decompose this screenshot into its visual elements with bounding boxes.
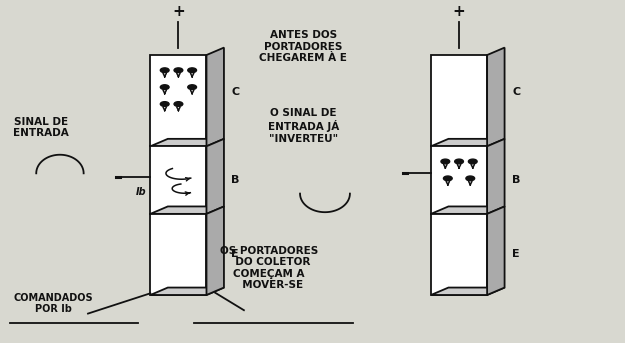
Polygon shape [487,48,504,146]
Text: B: B [231,175,240,185]
Text: C: C [512,87,520,97]
Text: C: C [231,87,239,97]
Polygon shape [151,55,206,146]
Polygon shape [487,139,504,214]
Circle shape [444,176,452,181]
Circle shape [454,159,463,164]
Text: +: + [172,4,185,19]
Text: Ib: Ib [136,187,146,197]
Circle shape [161,85,169,90]
Circle shape [441,159,450,164]
Text: E: E [231,249,239,259]
Polygon shape [206,139,224,214]
Circle shape [188,68,196,73]
Text: E: E [512,249,519,259]
Polygon shape [206,206,224,295]
Circle shape [174,68,182,73]
Text: ANTES DOS
PORTADORES
CHEGAREM À E: ANTES DOS PORTADORES CHEGAREM À E [259,30,347,63]
Text: O SINAL DE
ENTRADA JÁ
"INVERTEU": O SINAL DE ENTRADA JÁ "INVERTEU" [268,108,339,144]
Polygon shape [151,139,224,146]
Polygon shape [431,146,487,214]
Polygon shape [431,214,487,295]
Circle shape [161,102,169,106]
Circle shape [468,159,477,164]
Polygon shape [431,55,487,146]
Text: SINAL DE
ENTRADA: SINAL DE ENTRADA [13,117,69,139]
Polygon shape [431,287,504,295]
Polygon shape [151,287,224,295]
Polygon shape [431,139,504,146]
Polygon shape [487,206,504,295]
Polygon shape [431,206,504,214]
Text: OS PORTADORES
  DO COLETOR
COMEÇAM A
  MOVER-SE: OS PORTADORES DO COLETOR COMEÇAM A MOVER… [220,246,318,291]
Polygon shape [151,214,206,295]
Circle shape [466,176,474,181]
Text: COMANDADOS
POR Ib: COMANDADOS POR Ib [14,293,94,314]
Circle shape [161,68,169,73]
Text: B: B [512,175,521,185]
Text: +: + [452,4,466,19]
Polygon shape [151,146,206,214]
Circle shape [174,102,182,106]
Polygon shape [151,206,224,214]
Circle shape [188,85,196,90]
Polygon shape [206,48,224,146]
